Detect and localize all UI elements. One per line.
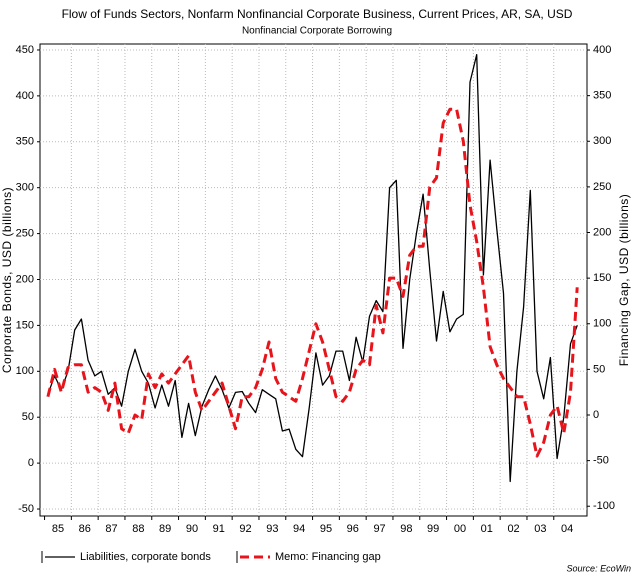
- legend-label: Liabilities, corporate bonds: [80, 551, 211, 563]
- y2-tick-label: 50: [593, 363, 605, 375]
- y-tick-label: 450: [16, 44, 34, 56]
- x-tick-label: 99: [427, 523, 439, 535]
- y-axis-label: Corporate Bonds, USD (billions): [0, 187, 14, 373]
- x-tick-label: 85: [52, 523, 64, 535]
- source: Source: EcoWin: [567, 563, 631, 573]
- x-tick-label: 04: [561, 523, 573, 535]
- x-tick-label: 03: [534, 523, 546, 535]
- y2-tick-label: 150: [593, 272, 611, 284]
- x-tick-label: 02: [507, 523, 519, 535]
- y-tick-label: 350: [16, 136, 34, 148]
- y2-tick-label: 350: [593, 90, 611, 102]
- y-tick-label: 250: [16, 227, 34, 239]
- x-tick-label: 97: [373, 523, 385, 535]
- x-tick-label: 96: [347, 523, 359, 535]
- y2-tick-label: -50: [593, 455, 609, 467]
- x-tick-label: 95: [320, 523, 332, 535]
- chart-subtitle: Nonfinancial Corporate Borrowing: [242, 26, 392, 37]
- y-tick-label: 150: [16, 319, 34, 331]
- y2-tick-label: 0: [593, 409, 599, 421]
- y2-tick-label: 400: [593, 44, 611, 56]
- y2-tick-label: -100: [593, 500, 615, 512]
- y-tick-label: 200: [16, 273, 34, 285]
- series-line: [46, 107, 579, 458]
- y-tick-label: 0: [28, 457, 34, 469]
- y2-axis-label: Financing Gap, USD (billions): [617, 194, 631, 367]
- x-tick-label: 87: [105, 523, 117, 535]
- x-tick-label: 98: [400, 523, 412, 535]
- y-tick-label: 100: [16, 365, 34, 377]
- y-tick-label: -50: [18, 503, 34, 515]
- plot-frame: [39, 43, 588, 517]
- x-tick-label: 89: [159, 523, 171, 535]
- x-tick-label: 93: [266, 523, 278, 535]
- y-tick-label: 400: [16, 90, 34, 102]
- x-tick-label: 90: [186, 523, 198, 535]
- chart-subtitle: Flow of Funds Sectors, Nonfarm Nonfinanc…: [62, 7, 573, 21]
- x-tick-label: 88: [132, 523, 144, 535]
- y2-tick-label: 250: [593, 181, 611, 193]
- y2-tick-label: 300: [593, 135, 611, 147]
- x-tick-label: 94: [293, 523, 305, 535]
- series-line: [47, 53, 578, 483]
- x-tick-label: 91: [213, 523, 225, 535]
- y-tick-label: 50: [22, 411, 34, 423]
- y2-tick-label: 100: [593, 318, 611, 330]
- x-tick-label: 86: [79, 523, 91, 535]
- y2-tick-label: 200: [593, 226, 611, 238]
- x-tick-label: 01: [481, 523, 493, 535]
- x-tick-label: 92: [239, 523, 251, 535]
- legend-label: Memo: Financing gap: [275, 551, 381, 563]
- x-tick-label: 00: [454, 523, 466, 535]
- y-tick-label: 300: [16, 182, 34, 194]
